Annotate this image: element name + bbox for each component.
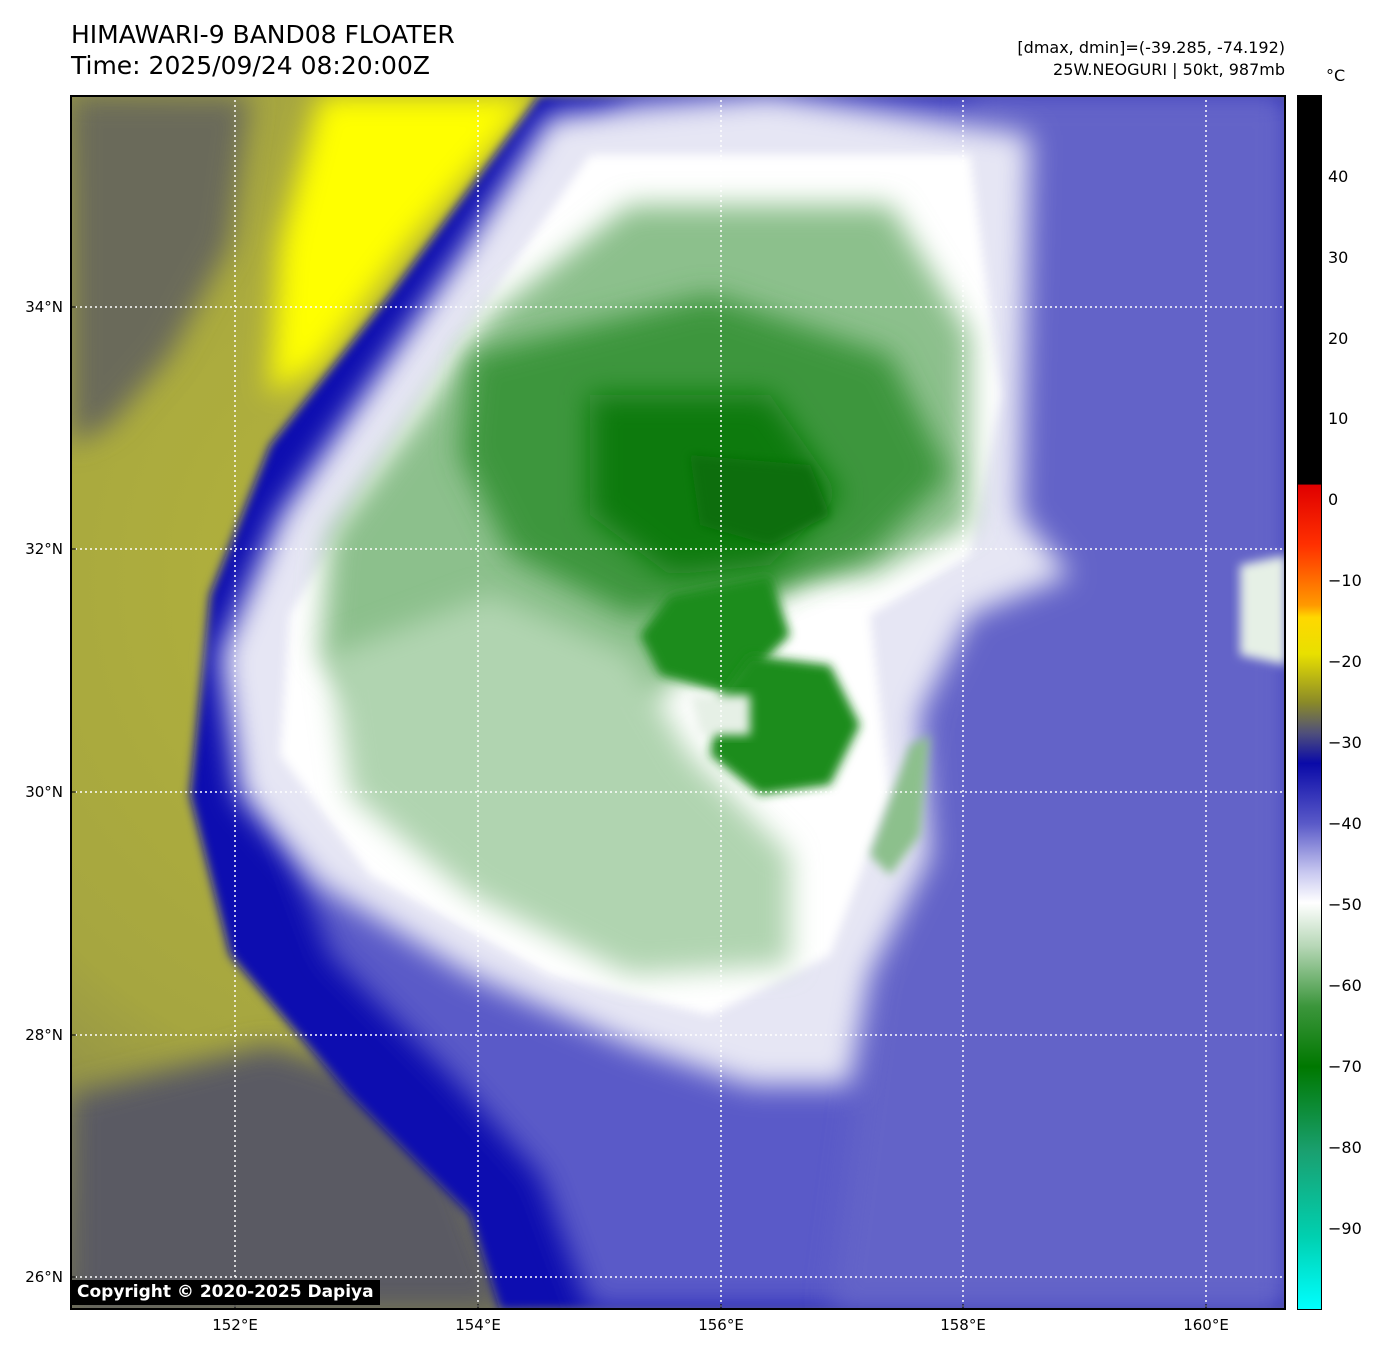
observation-time: Time: 2025/09/24 08:20:00Z: [71, 51, 430, 80]
lat-label-34n: 34°N: [25, 298, 63, 316]
lat-label-32n: 32°N: [25, 540, 63, 558]
colorbar-tick-m40: −40: [1328, 814, 1362, 833]
colorbar-tick-m20: −20: [1328, 652, 1362, 671]
colorbar-tick-0: 0: [1328, 490, 1339, 509]
colorbar-tick-40: 40: [1328, 167, 1349, 186]
satellite-image: [70, 95, 1286, 1310]
colorbar-tick-m70: −70: [1328, 1057, 1362, 1076]
colorbar-tick-30: 30: [1328, 248, 1349, 267]
storm-info: 25W.NEOGURI | 50kt, 987mb: [1053, 60, 1285, 79]
lat-label-30n: 30°N: [25, 783, 63, 801]
data-range: [dmax, dmin]=(-39.285, -74.192): [1017, 38, 1285, 57]
lon-label-156e: 156°E: [698, 1316, 744, 1334]
colorbar-tick-20: 20: [1328, 329, 1349, 348]
lat-label-26n: 26°N: [25, 1268, 63, 1286]
colorbar-tick-m10: −10: [1328, 571, 1362, 590]
lon-label-160e: 160°E: [1183, 1316, 1229, 1334]
lon-label-158e: 158°E: [940, 1316, 986, 1334]
colorbar: [1297, 95, 1322, 1310]
colorbar-unit: °C: [1326, 66, 1346, 85]
map-title: HIMAWARI-9 BAND08 FLOATER: [71, 20, 455, 49]
colorbar-tick-m60: −60: [1328, 976, 1362, 995]
lat-label-28n: 28°N: [25, 1026, 63, 1044]
colorbar-tick-10: 10: [1328, 409, 1349, 428]
colorbar-tick-m80: −80: [1328, 1138, 1362, 1157]
lon-label-152e: 152°E: [212, 1316, 258, 1334]
colorbar-tick-m30: −30: [1328, 733, 1362, 752]
colorbar-tick-m90: −90: [1328, 1219, 1362, 1238]
copyright-notice: Copyright © 2020-2025 Dapiya: [71, 1280, 380, 1305]
colorbar-tick-m50: −50: [1328, 895, 1362, 914]
lon-label-154e: 154°E: [455, 1316, 501, 1334]
